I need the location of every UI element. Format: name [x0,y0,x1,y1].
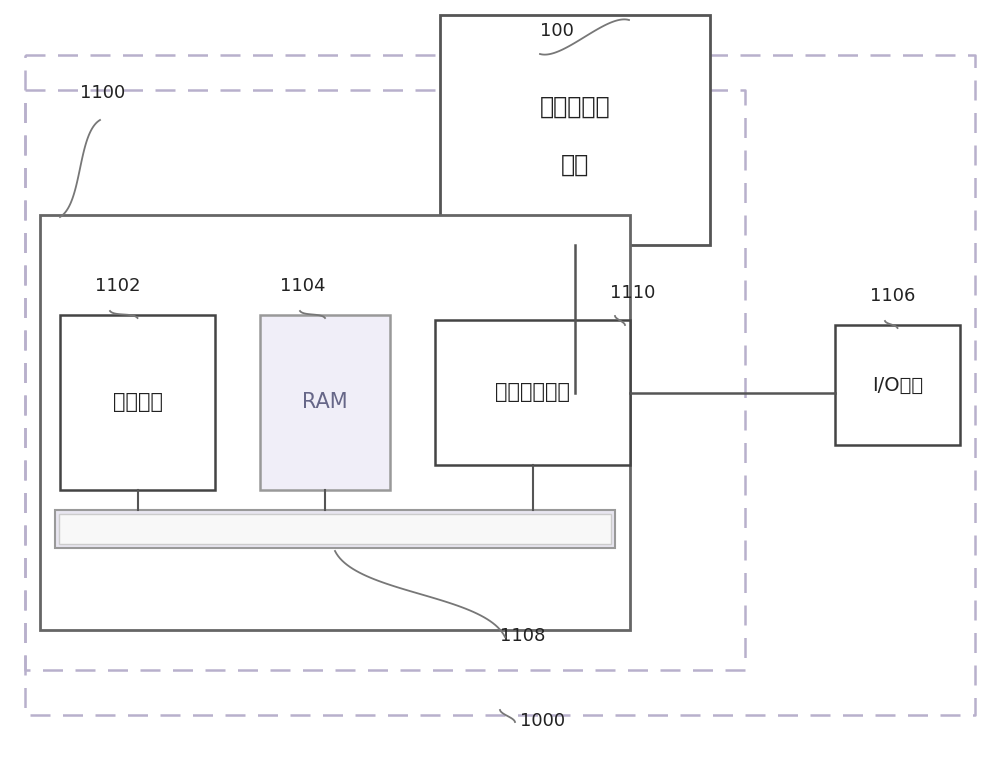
Text: 数据传输接口: 数据传输接口 [495,382,570,403]
Bar [835,325,960,445]
Bar [440,15,710,245]
Text: 1102: 1102 [95,277,140,295]
Bar [435,320,630,465]
Text: 1100: 1100 [80,84,125,102]
Text: 1110: 1110 [610,284,655,302]
Text: I/O装置: I/O装置 [872,375,923,394]
Text: 1000: 1000 [520,712,565,730]
Bar [260,315,390,490]
Bar [59,514,611,544]
Text: 1106: 1106 [870,287,915,305]
Text: 存储器存储: 存储器存储 [540,95,610,119]
Text: 装置: 装置 [561,153,589,176]
Text: RAM: RAM [302,392,348,413]
Bar [40,215,630,630]
Text: 1104: 1104 [280,277,326,295]
Text: 1108: 1108 [500,627,545,645]
Text: 100: 100 [540,22,574,40]
Text: 微处理器: 微处理器 [112,392,162,413]
Bar [55,510,615,548]
Bar [60,315,215,490]
